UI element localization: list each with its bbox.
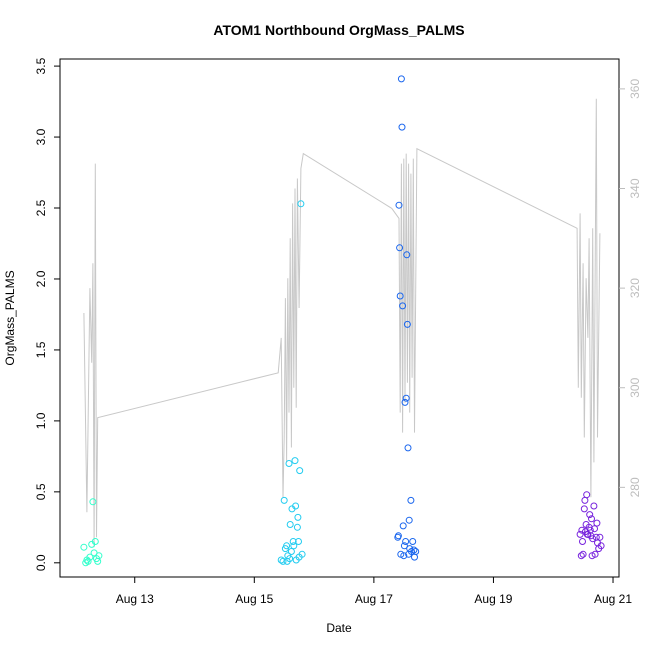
data-point (591, 525, 598, 533)
data-point (283, 542, 291, 550)
data-point (407, 496, 415, 504)
data-point (403, 320, 411, 328)
line-layer (83, 98, 601, 548)
data-point (298, 550, 306, 558)
x-tick-label: Aug 15 (235, 592, 273, 606)
data-point (89, 498, 97, 506)
data-point (583, 491, 591, 499)
data-point (279, 557, 287, 565)
data-point (597, 542, 605, 550)
data-point (280, 496, 288, 504)
data-point (577, 552, 585, 560)
data-point (82, 559, 90, 567)
data-point (402, 394, 410, 402)
data-point (95, 552, 103, 560)
x-tick-label: Aug 13 (116, 592, 154, 606)
data-point (400, 552, 408, 560)
data-point (285, 460, 293, 467)
data-point (277, 556, 285, 564)
data-point (86, 553, 94, 561)
data-point (400, 542, 408, 550)
x-tick-label: Aug 19 (474, 592, 512, 606)
x-tick-label: Aug 21 (594, 592, 632, 606)
data-point (289, 538, 297, 545)
data-point (286, 555, 294, 563)
data-point (398, 123, 406, 131)
y-axis-left: 0.0 0.5 1.0 1.5 2.0 2.5 3.0 3.5 (34, 57, 60, 571)
data-point (578, 526, 586, 534)
x-tick-label: Aug 17 (355, 592, 393, 606)
data-point (396, 292, 404, 300)
x-axis-label: Date (326, 621, 352, 635)
points-layer (80, 75, 605, 567)
data-point (411, 553, 418, 561)
data-point (91, 538, 99, 545)
y-tick-label: 2.5 (34, 199, 48, 216)
plot-frame (59, 58, 620, 578)
data-point (297, 200, 305, 208)
x-axis: Aug 13 Aug 15 Aug 17 Aug 19 Aug 21 (116, 577, 632, 606)
y-tick-label: 0.0 (34, 554, 48, 571)
data-point (395, 201, 403, 209)
y-axis-label: OrgMass_PALMS (3, 270, 17, 365)
y-tick-label: 1.0 (34, 412, 48, 429)
data-point (290, 542, 298, 550)
data-point (583, 530, 591, 538)
y-tick-label: 2.0 (34, 270, 48, 287)
data-point (293, 523, 301, 531)
y-tick-label: 1.5 (34, 341, 48, 358)
data-point (576, 530, 584, 538)
y2-tick-label: 320 (628, 278, 642, 298)
data-point (579, 538, 586, 545)
data-point (295, 538, 302, 545)
data-point (401, 398, 409, 406)
data-point (593, 519, 601, 527)
y2-tick-label: 360 (628, 79, 642, 99)
data-point (580, 505, 588, 513)
data-point (412, 548, 420, 555)
data-point (591, 550, 599, 558)
chart-title: ATOM1 Northbound OrgMass_PALMS (213, 22, 464, 38)
data-point (399, 522, 407, 530)
data-point (397, 75, 405, 83)
y-tick-label: 3.0 (34, 128, 48, 145)
data-point (581, 496, 589, 504)
data-point (396, 244, 404, 252)
data-point (287, 548, 295, 555)
data-point (403, 251, 411, 259)
data-point (579, 550, 587, 558)
data-point (291, 457, 299, 465)
y2-tick-label: 300 (628, 377, 642, 397)
data-point (399, 302, 407, 310)
data-point (409, 538, 417, 545)
data-point (405, 516, 413, 524)
data-point (588, 515, 595, 523)
y2-tick-label: 340 (628, 178, 642, 198)
data-point (80, 543, 88, 551)
data-point (402, 538, 410, 545)
data-point (410, 546, 418, 554)
data-point (590, 502, 598, 510)
y-tick-label: 3.5 (34, 57, 48, 74)
data-point (394, 532, 402, 540)
data-point (286, 521, 294, 528)
data-point (294, 513, 302, 521)
data-point (596, 533, 604, 541)
y-tick-label: 0.5 (34, 483, 48, 500)
data-point (292, 502, 300, 510)
series-line (83, 98, 601, 548)
data-point (587, 532, 595, 540)
data-point (404, 444, 412, 452)
y-axis-right: 280 300 320 340 360 (619, 79, 642, 497)
data-point (586, 511, 594, 519)
y2-tick-label: 280 (628, 477, 642, 497)
data-point (296, 467, 304, 475)
